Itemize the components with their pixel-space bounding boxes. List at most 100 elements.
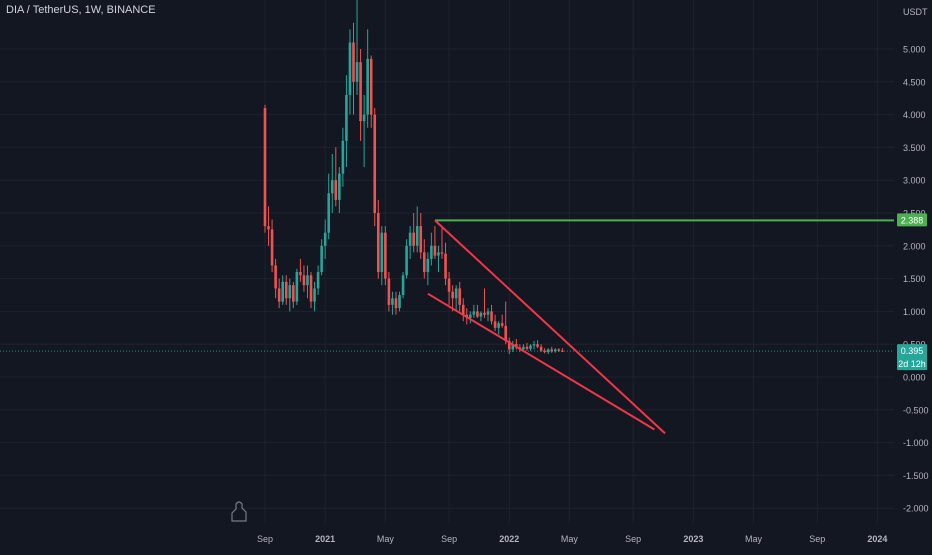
candle (401, 272, 405, 299)
candle-body (423, 252, 426, 273)
candle (539, 344, 543, 353)
candle-body (352, 42, 355, 82)
time-tick-label: 2023 (683, 534, 703, 544)
time-tick-label: May (561, 534, 579, 544)
candle-body (430, 245, 433, 259)
candle-body (546, 349, 550, 353)
lower-trendline[interactable] (427, 292, 655, 431)
candle (433, 226, 437, 259)
candle (295, 268, 299, 305)
candle (408, 226, 412, 259)
candle (387, 272, 391, 312)
candle-body (479, 312, 483, 317)
candle-body (490, 311, 493, 322)
candle (536, 340, 539, 349)
candle-body (380, 232, 384, 273)
candle (454, 285, 458, 312)
candle-body (561, 350, 564, 352)
candle-body (412, 232, 415, 246)
price-tick-label: -0.500 (903, 405, 929, 415)
candle (426, 252, 430, 286)
candle (338, 167, 341, 213)
candle (469, 311, 472, 324)
price-axis[interactable]: USDT 5.0004.5004.0003.5003.0002.5002.000… (903, 7, 929, 514)
time-tick-label: May (745, 534, 763, 544)
candle (543, 348, 546, 354)
candle (447, 272, 451, 305)
candle (423, 239, 426, 279)
price-tick-label: 3.000 (903, 176, 926, 186)
candle (507, 337, 511, 355)
candle (525, 342, 529, 351)
candle-body (359, 62, 362, 122)
current-price-label-bg (897, 344, 927, 371)
candle-body (309, 275, 313, 302)
horizontal-line-price-label: 2.388 (901, 215, 924, 225)
candle-body (327, 193, 331, 233)
candle (355, 0, 359, 95)
candle-body (341, 140, 345, 174)
candle (486, 308, 490, 322)
candle-body (476, 311, 479, 317)
candle (391, 291, 394, 315)
candle (352, 22, 355, 115)
candle (281, 275, 284, 305)
candle-body (369, 58, 373, 115)
candle-body (366, 58, 369, 115)
candle-body (543, 350, 546, 353)
candle-body (557, 349, 561, 351)
candle (348, 29, 352, 115)
candle (483, 288, 486, 318)
candle-body (391, 298, 394, 305)
candle (366, 29, 369, 128)
candle-body (529, 345, 532, 349)
candle-body (401, 275, 405, 295)
candle (313, 281, 316, 312)
candle (412, 213, 415, 253)
candle (327, 173, 331, 240)
price-tick-label: 1.500 (903, 274, 926, 284)
candle (461, 298, 465, 322)
time-tick-label: Sep (809, 534, 825, 544)
candle (500, 314, 504, 328)
candle-body (320, 245, 323, 273)
candle-body (525, 346, 529, 349)
time-tick-label: Sep (441, 534, 457, 544)
candle-body (263, 108, 267, 227)
candle-body (376, 213, 380, 273)
candle (476, 304, 479, 318)
candle (550, 346, 554, 353)
candle (376, 199, 380, 279)
candle-body (472, 311, 476, 315)
price-tick-label: 4.000 (903, 110, 926, 120)
candle (437, 245, 440, 273)
candle (479, 311, 483, 322)
tradingview-logo-icon (231, 501, 247, 522)
candle-body (306, 275, 309, 286)
drawings[interactable] (0, 219, 894, 435)
candle-body (419, 226, 423, 253)
candle-body (507, 340, 511, 350)
candle-body (384, 232, 387, 279)
upper-trendline[interactable] (434, 219, 666, 435)
horizontal-line-price-label-bg (897, 213, 927, 227)
time-tick-label: Sep (257, 534, 273, 544)
candle-body (437, 252, 440, 256)
candle (306, 265, 309, 299)
candle-body (486, 311, 490, 315)
candle (288, 278, 292, 312)
candle-body (299, 272, 302, 276)
candle-body (281, 281, 284, 302)
candle (270, 219, 274, 273)
candle (546, 348, 550, 355)
candle-body (292, 285, 295, 302)
candle-body (284, 281, 288, 299)
current-price-label: 0.395 (901, 346, 924, 356)
candle (490, 304, 493, 325)
price-tick-label: 4.500 (903, 77, 926, 87)
time-axis[interactable]: Sep 2021 May Sep 2022 May Sep 2023 May Sep 2024 (257, 534, 887, 544)
candles (263, 0, 564, 355)
candle (458, 281, 461, 312)
